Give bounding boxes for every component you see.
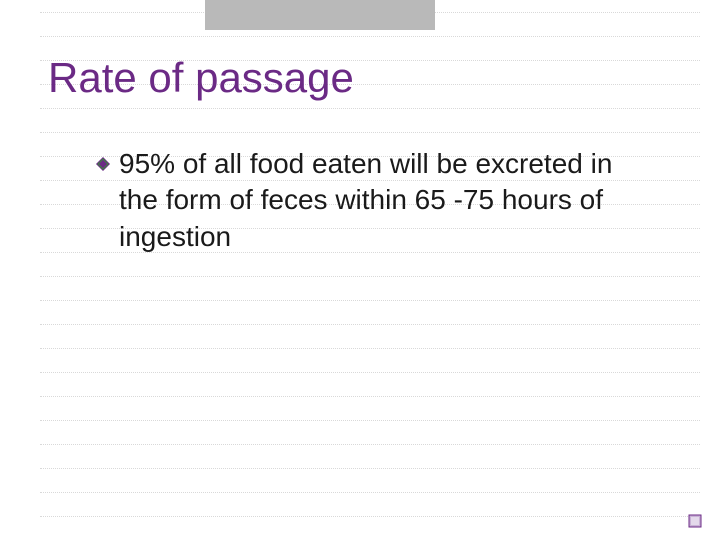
bullet-text: 95% of all food eaten will be excreted i… xyxy=(119,146,656,255)
diamond-bullet-icon xyxy=(96,157,110,171)
grid-line xyxy=(40,420,700,421)
corner-square-icon xyxy=(688,514,702,528)
grid-line xyxy=(40,348,700,349)
grid-line xyxy=(40,516,700,517)
grid-line xyxy=(40,444,700,445)
grid-line xyxy=(40,276,700,277)
slide: Rate of passage 95% of all food eaten wi… xyxy=(0,0,720,540)
grid-line xyxy=(40,396,700,397)
bullet-item: 95% of all food eaten will be excreted i… xyxy=(96,146,656,255)
grid-line xyxy=(40,324,700,325)
slide-body: 95% of all food eaten will be excreted i… xyxy=(96,146,656,255)
grid-line xyxy=(40,132,700,133)
grid-line xyxy=(40,36,700,37)
grid-line xyxy=(40,300,700,301)
slide-title: Rate of passage xyxy=(48,54,354,101)
topbar-accent xyxy=(205,0,435,30)
grid-line xyxy=(40,372,700,373)
grid-line xyxy=(40,108,700,109)
grid-line xyxy=(40,492,700,493)
grid-line xyxy=(40,468,700,469)
